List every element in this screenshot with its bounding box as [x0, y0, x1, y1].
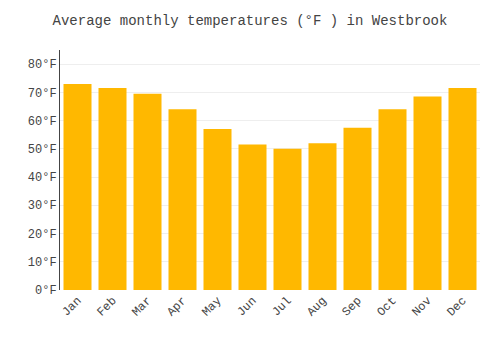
svg-text:Feb: Feb	[94, 294, 119, 319]
svg-text:50°F: 50°F	[28, 143, 57, 157]
svg-text:Jun: Jun	[234, 294, 259, 319]
svg-text:10°F: 10°F	[28, 256, 57, 270]
svg-text:30°F: 30°F	[28, 199, 57, 213]
svg-text:Apr: Apr	[164, 294, 189, 319]
svg-text:Nov: Nov	[409, 294, 434, 319]
svg-text:Oct: Oct	[374, 294, 399, 319]
svg-text:60°F: 60°F	[28, 115, 57, 129]
svg-text:Jul: Jul	[269, 294, 294, 319]
svg-text:70°F: 70°F	[28, 87, 57, 101]
svg-text:Aug: Aug	[304, 294, 329, 319]
svg-text:Dec: Dec	[444, 294, 469, 319]
svg-text:80°F: 80°F	[28, 58, 57, 72]
svg-text:May: May	[199, 294, 224, 319]
svg-text:Sep: Sep	[339, 294, 364, 319]
svg-text:40°F: 40°F	[28, 171, 57, 185]
svg-text:20°F: 20°F	[28, 228, 57, 242]
svg-text:0°F: 0°F	[35, 284, 57, 298]
svg-text:Jan: Jan	[59, 294, 84, 319]
svg-text:Average monthly temperatures (: Average monthly temperatures (°F ) in We…	[53, 13, 448, 29]
svg-text:Mar: Mar	[129, 294, 154, 319]
